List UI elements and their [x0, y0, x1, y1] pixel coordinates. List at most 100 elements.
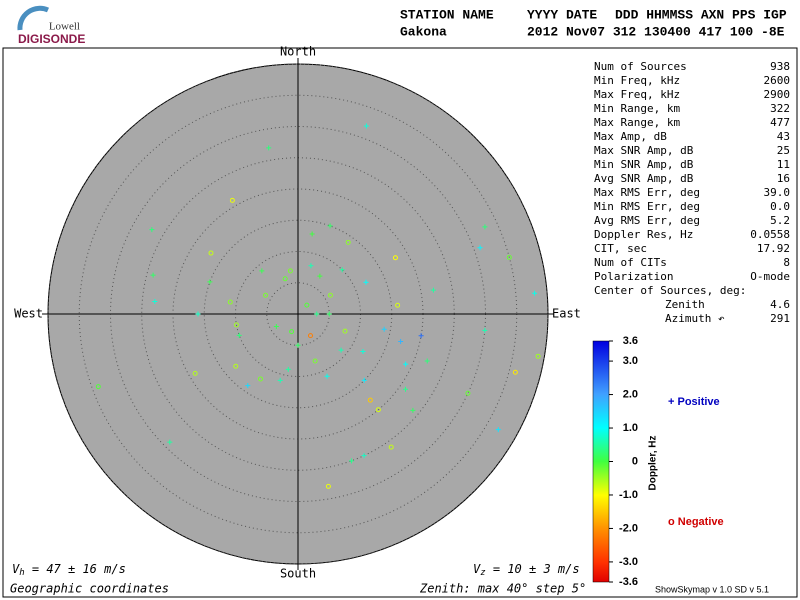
source-positive — [324, 373, 330, 379]
source-negative — [312, 358, 318, 364]
source-positive — [167, 439, 173, 445]
direction: North — [280, 45, 316, 59]
source-positive — [327, 223, 333, 229]
subscript: h — [19, 568, 24, 578]
stat-value: 2900 — [764, 88, 791, 101]
stat-value: 8 — [783, 256, 790, 269]
stat-label: Num of Sources — [594, 60, 687, 73]
stat-value: 11 — [777, 158, 790, 171]
source-negative — [233, 322, 239, 328]
colorbar-label: Doppler, Hz — [648, 435, 659, 490]
source-positive — [317, 273, 323, 279]
logo-arc — [17, 5, 50, 31]
source-negative — [325, 483, 331, 489]
source-positive — [236, 332, 242, 338]
source-negative — [506, 254, 512, 260]
colorbar-tick-label: -1.0 — [619, 489, 638, 501]
symbol: V — [473, 562, 481, 576]
stat-value: 2600 — [764, 74, 791, 87]
stat-label: Max SNR Amp, dB — [594, 144, 694, 157]
source-positive — [326, 311, 332, 317]
source-negative — [287, 268, 293, 274]
frame — [2, 47, 798, 598]
header-value: Gakona — [400, 24, 447, 39]
colorbar-tick-label: 1.0 — [623, 422, 638, 434]
colorbar-tick-label: 3.6 — [623, 335, 638, 347]
source-negative — [345, 239, 351, 245]
header-label: STATION NAME — [400, 7, 494, 22]
source-positive — [277, 377, 283, 383]
source-negative — [233, 363, 239, 369]
stat-value: 17.92 — [757, 242, 790, 255]
stat-label: Min Freq, kHz — [594, 74, 680, 87]
stat-value: 0.0558 — [750, 228, 790, 241]
source-positive — [273, 324, 279, 329]
zenith-note: Zenith: max 40° step 5° — [419, 582, 586, 596]
logo-bottom: DIGISONDE — [18, 32, 85, 46]
source-positive — [361, 453, 367, 459]
direction: South — [280, 567, 316, 581]
source-positive — [403, 386, 409, 392]
stat-value: 0.0 — [770, 200, 790, 213]
subscript: z — [480, 568, 485, 578]
colorbar — [592, 340, 610, 583]
source-positive — [348, 458, 354, 464]
colorbar-tick-label: 0 — [632, 455, 638, 467]
stat-value: 477 — [770, 116, 790, 129]
stat-label: Max Range, km — [594, 116, 680, 129]
stat-value: 938 — [770, 60, 790, 73]
direction: East — [552, 307, 581, 321]
source-negative — [512, 369, 518, 375]
direction: West — [14, 307, 43, 321]
source-negative — [465, 390, 471, 396]
stat-value: 43 — [777, 130, 790, 143]
stat-value: 25 — [777, 144, 790, 157]
source-positive — [152, 298, 158, 304]
stat-label: Azimuth ↶ — [665, 312, 725, 325]
stat-value: 16 — [777, 172, 790, 185]
source-negative — [289, 329, 295, 335]
stat-label: Max RMS Err, deg — [594, 186, 700, 199]
stat-label: Avg SNR Amp, dB — [594, 172, 694, 185]
source-positive — [381, 326, 387, 332]
source-positive — [430, 287, 436, 293]
source-positive — [314, 311, 320, 317]
header-label: DDD HHMMSS AXN PPS IGP — [615, 7, 787, 22]
source-negative — [304, 302, 310, 308]
source-positive — [403, 361, 409, 367]
stat-label: Min Range, km — [594, 102, 680, 115]
source-negative — [229, 197, 235, 203]
stat-value: O-mode — [750, 270, 790, 283]
source-negative — [282, 276, 288, 282]
legend-negative: o Negative — [668, 516, 724, 528]
stat-label: Min SNR Amp, dB — [594, 158, 694, 171]
source-positive — [295, 342, 301, 348]
version: ShowSkymap v 1.0 SD v 5.1 — [655, 584, 769, 594]
stat-value: 5.2 — [770, 214, 790, 227]
source-positive — [495, 427, 501, 433]
source-positive — [338, 347, 344, 353]
source-positive — [398, 339, 404, 344]
stat-label: Doppler Res, Hz — [594, 228, 693, 241]
stat-label: Num of CITs — [594, 256, 667, 269]
vh-label: Vh = 47 ± 16 m/s — [12, 562, 126, 578]
stat-label: CIT, sec — [594, 242, 647, 255]
source-positive — [410, 407, 416, 413]
source-positive — [207, 279, 213, 285]
legend-positive: + Positive — [668, 396, 720, 408]
stat-value: 322 — [770, 102, 790, 115]
source-positive — [363, 279, 369, 285]
source-positive — [149, 227, 155, 233]
source-negative — [263, 292, 269, 298]
source-negative — [308, 333, 313, 339]
colorbar-tick-label: -3.6 — [619, 576, 638, 588]
source-positive — [360, 349, 366, 354]
source-positive — [482, 327, 488, 333]
stat-label: Polarization — [594, 270, 673, 283]
text: = 10 ± 3 m/s — [486, 562, 580, 576]
stat-label: Center of Sources, deg: — [594, 284, 746, 297]
source-positive — [150, 272, 156, 278]
source-negative — [535, 353, 541, 359]
header-value: 2012 Nov07 312 130400 417 100 -8E — [527, 24, 785, 39]
colorbar-tick-label: -3.0 — [619, 556, 638, 568]
